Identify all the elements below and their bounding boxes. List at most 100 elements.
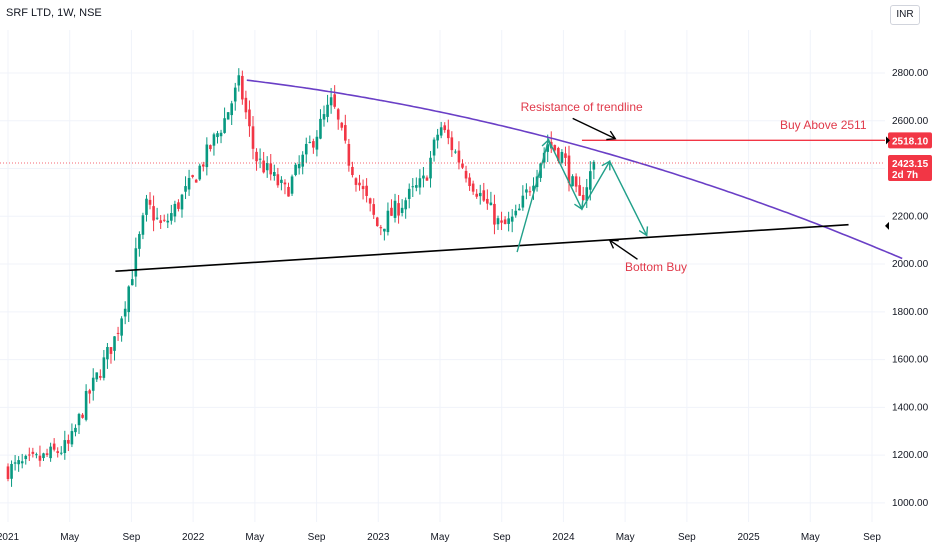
- x-tick-label: May: [60, 532, 79, 543]
- candle-body: [155, 217, 159, 219]
- candle-body: [70, 431, 74, 445]
- candle-body: [170, 213, 173, 221]
- candle-body: [372, 204, 376, 215]
- candle-body: [560, 151, 564, 163]
- candle-body: [20, 461, 24, 464]
- candle-body: [301, 154, 305, 167]
- candle-body: [162, 219, 166, 221]
- candle-body: [574, 176, 578, 187]
- currency-button[interactable]: INR: [890, 5, 920, 25]
- candle-body: [283, 182, 287, 185]
- candle-body: [361, 186, 365, 190]
- candle-body: [294, 164, 297, 176]
- candle-body: [308, 141, 312, 143]
- candle-body: [17, 460, 20, 465]
- candle-body: [454, 151, 457, 153]
- y-tick-label: 2000.00: [892, 259, 929, 270]
- x-tick-label: May: [431, 532, 450, 543]
- candle-body: [510, 216, 514, 222]
- candle-body: [446, 129, 450, 139]
- candle-body: [95, 372, 99, 380]
- candle-body: [191, 175, 194, 177]
- y-tick-label: 1200.00: [892, 450, 929, 461]
- candle-body: [138, 234, 141, 249]
- candle-body: [429, 157, 432, 179]
- candle-body: [517, 208, 521, 211]
- x-tick-label: 2022: [182, 532, 205, 543]
- candle-body: [184, 186, 187, 192]
- x-tick-label: 2023: [367, 532, 390, 543]
- candle-body: [255, 151, 258, 162]
- x-tick-label: May: [801, 532, 820, 543]
- x-tick-label: 2024: [552, 532, 575, 543]
- candle-body: [248, 109, 251, 127]
- x-tick-label: Sep: [678, 532, 696, 543]
- candle-body: [592, 161, 596, 170]
- projection-path[interactable]: [516, 137, 648, 253]
- candle-body: [500, 220, 503, 223]
- candle-body: [42, 453, 45, 459]
- candle-body: [322, 114, 326, 120]
- resistance-pointer-head: [606, 130, 617, 141]
- candle-body: [365, 185, 368, 196]
- countdown-label: 2d 7h: [892, 170, 918, 181]
- candle-body: [223, 118, 226, 133]
- projection-arrowhead: [601, 160, 611, 171]
- candle-body: [177, 202, 180, 209]
- x-tick-label: May: [616, 532, 635, 543]
- candle-body: [567, 155, 571, 184]
- candle-body: [457, 150, 461, 163]
- candle-body: [585, 187, 589, 201]
- support-pointer: [609, 239, 638, 260]
- y-tick-label: 2600.00: [892, 116, 929, 127]
- candle-body: [528, 191, 532, 193]
- projection-arrowhead: [574, 200, 584, 211]
- candle-body: [67, 439, 70, 444]
- candle-body: [226, 112, 230, 120]
- candle-body: [478, 192, 482, 197]
- candle-body: [589, 171, 592, 190]
- candle-body: [333, 94, 336, 107]
- candle-body: [375, 217, 379, 226]
- candle-body: [404, 200, 407, 210]
- candle-body: [38, 455, 42, 461]
- candle-body: [521, 195, 525, 208]
- candle-body: [59, 452, 63, 454]
- candle-body: [219, 132, 223, 137]
- candle-body: [464, 170, 468, 179]
- candle-body: [88, 390, 91, 394]
- candle-body: [496, 218, 500, 225]
- resistance-trendline[interactable]: [246, 79, 903, 260]
- candle-body: [581, 194, 585, 201]
- candle-body: [390, 207, 393, 216]
- axis-marker-icon: [886, 136, 890, 145]
- candle-body: [425, 177, 429, 181]
- candle-body: [443, 125, 447, 131]
- x-tick-label: Sep: [308, 532, 326, 543]
- candle-body: [31, 451, 35, 454]
- candle-body: [241, 75, 244, 100]
- candle-body: [557, 147, 560, 161]
- candle-body: [106, 347, 109, 360]
- candle-body: [546, 144, 550, 152]
- candle-body: [258, 158, 262, 160]
- candle-body: [407, 188, 411, 199]
- candle-body: [63, 440, 67, 453]
- candle-body: [525, 189, 528, 193]
- candle-body: [216, 133, 219, 138]
- support-pointer-head: [608, 239, 619, 249]
- candle-body: [233, 87, 237, 102]
- candle-body: [319, 118, 322, 139]
- candle-body: [482, 190, 486, 201]
- candle-body: [486, 198, 489, 204]
- candle-body: [276, 174, 280, 186]
- candle-body: [432, 139, 436, 156]
- candle-body: [329, 97, 333, 106]
- symbol-title[interactable]: SRF LTD, 1W, NSE: [6, 7, 102, 19]
- support-trendline[interactable]: [115, 223, 849, 273]
- candles: [6, 68, 596, 487]
- x-tick-label: Sep: [493, 532, 511, 543]
- x-tick-label: 2021: [0, 532, 20, 543]
